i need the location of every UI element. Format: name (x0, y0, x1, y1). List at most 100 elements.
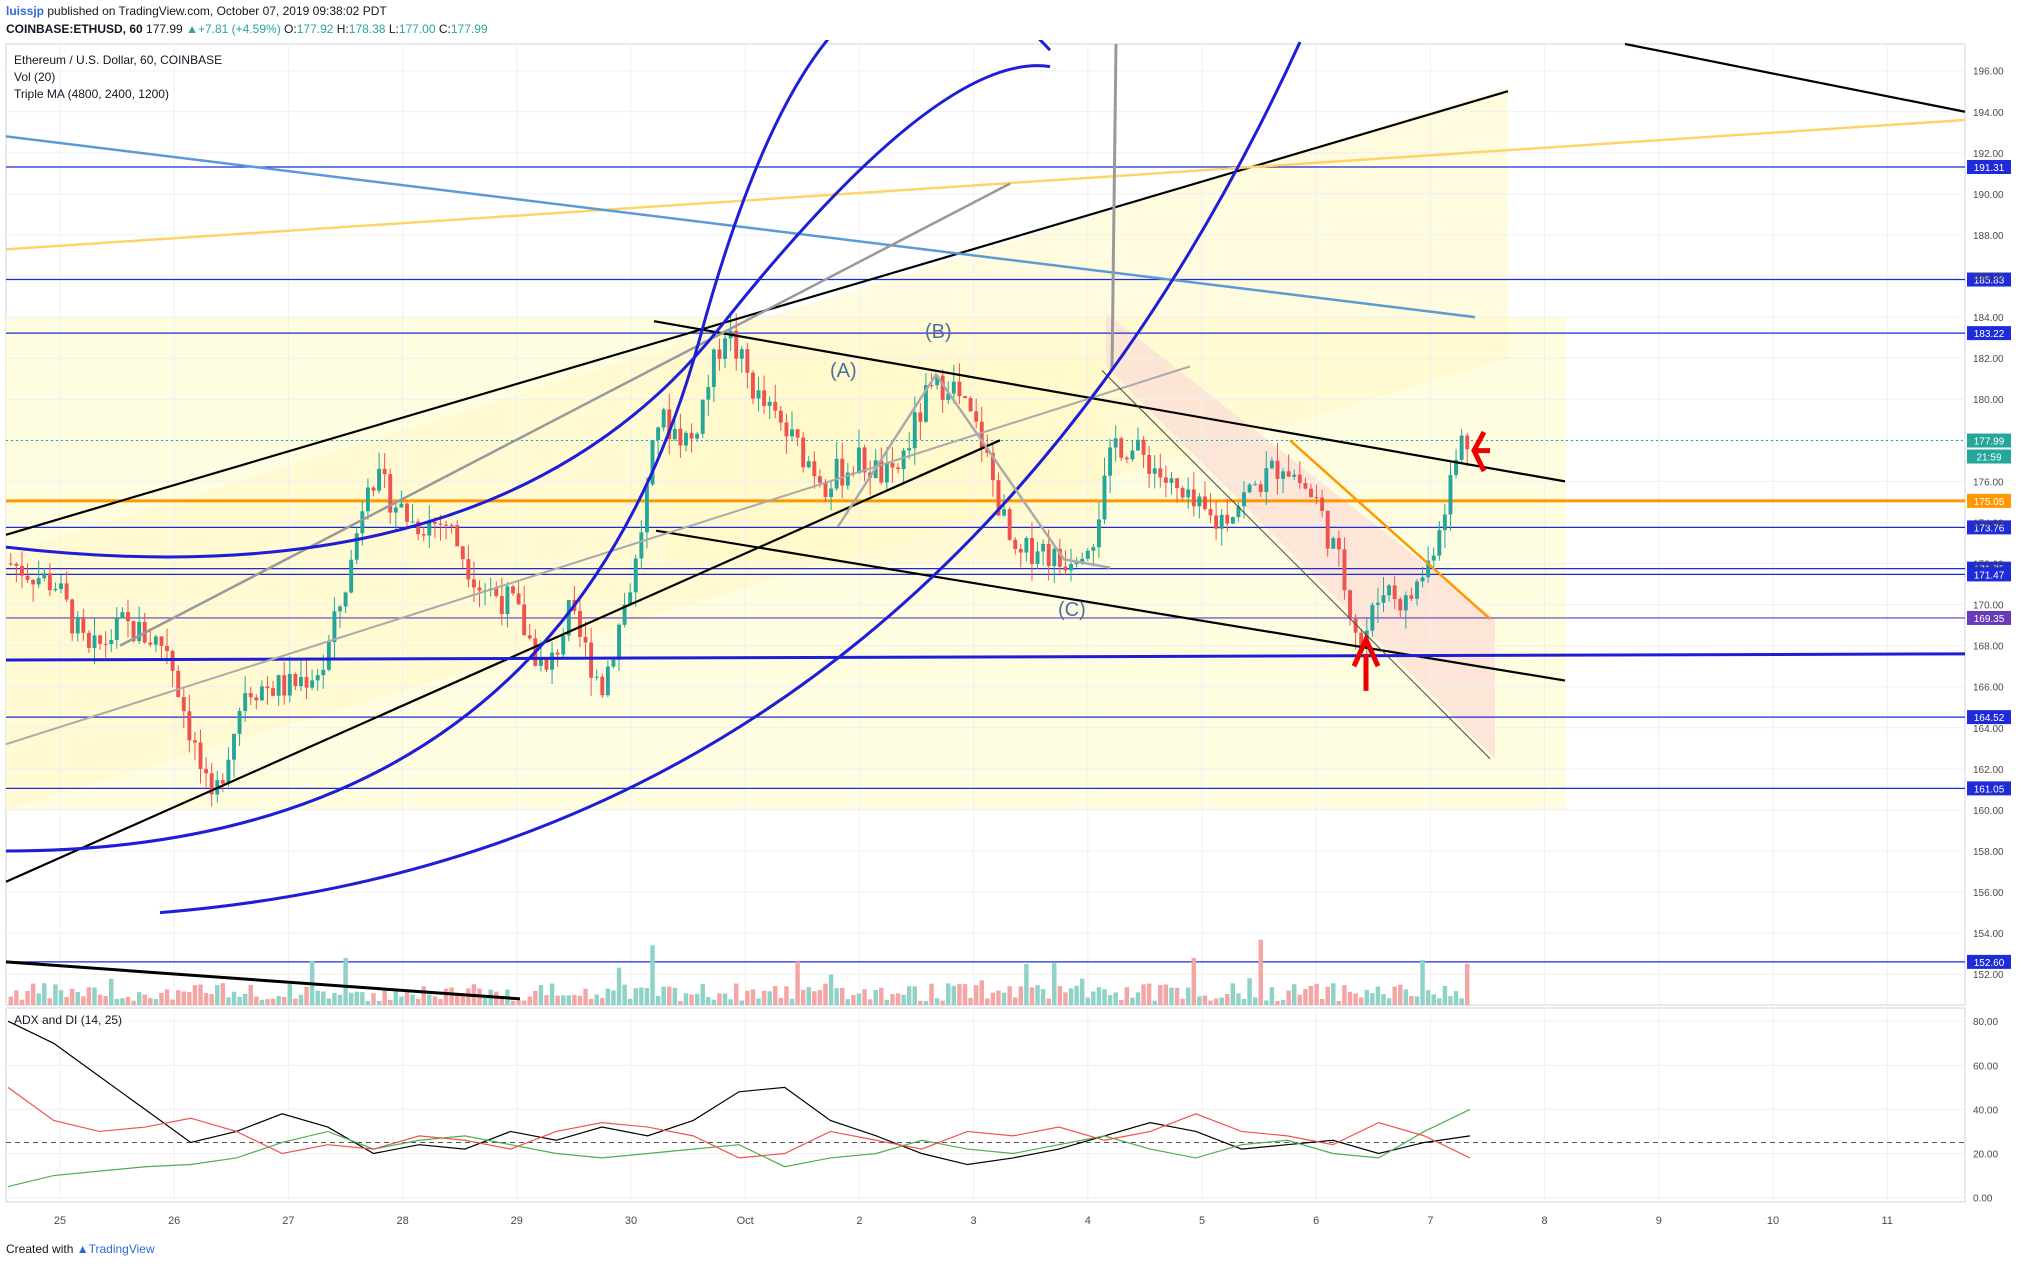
volume-bar (1096, 987, 1102, 1005)
candle-body (1197, 496, 1202, 507)
volume-bar (1280, 999, 1286, 1005)
candle-body (505, 586, 510, 615)
candle-body (795, 429, 800, 438)
time-tick: 27 (282, 1215, 294, 1227)
candle-body (1348, 590, 1352, 619)
candle-body (762, 390, 767, 406)
volume-bar (583, 988, 588, 1005)
volume-bar (192, 985, 198, 1005)
grey-fan-line (5, 365, 1191, 746)
volume-bar (1258, 939, 1263, 1005)
candle-body (829, 488, 834, 497)
parabola-left (5, 40, 1052, 853)
candle-body (192, 740, 197, 743)
volume-bar (270, 998, 276, 1005)
volume-bar (19, 999, 25, 1005)
volume-bar (215, 985, 220, 1005)
volume-bar (1074, 985, 1079, 1005)
trendline-support (5, 439, 1001, 883)
candle-body (1074, 562, 1079, 565)
candle-body (25, 575, 30, 580)
candle-body (382, 468, 387, 475)
candle-body (42, 573, 47, 579)
volume-bar (661, 986, 666, 1005)
volume-bar (611, 990, 616, 1005)
volume-bar (1169, 987, 1174, 1005)
candle-body (1331, 538, 1336, 549)
published-text: published on TradingView.com, October 07… (47, 4, 387, 18)
close-label: C: (438, 22, 451, 36)
price-tick: 154.00 (1973, 929, 2004, 940)
candle-body (137, 621, 142, 642)
volume-bar (940, 1000, 945, 1005)
volume-bar (800, 989, 806, 1005)
volume-bar (1141, 984, 1146, 1005)
candle-body (70, 599, 75, 634)
volume-bar (1046, 998, 1051, 1005)
adx-series-minusdi (7, 1086, 1471, 1159)
candle-body (153, 636, 158, 645)
candle-body (600, 676, 605, 696)
candle-body (812, 461, 817, 477)
price-tick: 174.00 (1973, 518, 2004, 529)
level-label: 164.52 (1974, 713, 2005, 724)
adx-pane[interactable] (5, 1007, 1966, 1203)
candle-body (1448, 474, 1453, 515)
candle-body (1370, 604, 1375, 631)
volume-bar (823, 983, 828, 1005)
username[interactable]: luissjp (6, 4, 45, 18)
chart-area[interactable]: 191.31185.83183.22175.05173.76171.75171.… (0, 40, 2027, 1237)
level-tag (1967, 567, 2011, 582)
candle-body (1080, 558, 1085, 563)
volume-bar (627, 998, 633, 1005)
candle-body (416, 521, 421, 535)
candle-body (148, 642, 153, 645)
candle-body (1136, 439, 1140, 451)
candle-body (896, 467, 900, 470)
volume-bar (1252, 997, 1258, 1005)
candle-body (940, 375, 945, 400)
candle-body (159, 636, 164, 646)
candle-body (1186, 489, 1191, 498)
candle-body (684, 432, 688, 446)
volume-bar (1437, 998, 1442, 1005)
candle-body (1214, 515, 1219, 529)
candle-body (86, 632, 91, 648)
candle-body (566, 600, 571, 636)
volume-bar (399, 996, 404, 1005)
candle-body (1264, 468, 1269, 492)
candle-body (187, 711, 192, 741)
candle-body (555, 652, 560, 655)
candle-body (1024, 538, 1029, 553)
level-tag (1967, 781, 2011, 796)
tradingview-link[interactable]: TradingView (88, 1242, 155, 1256)
candle-body (946, 393, 951, 400)
candle-body (1018, 549, 1023, 553)
volume-bar (97, 994, 103, 1005)
candle-body (499, 596, 504, 615)
volume-bar (1286, 990, 1291, 1005)
tradingview-logo-icon: ▲ (76, 1242, 89, 1256)
price-tick: 164.00 (1973, 724, 2004, 735)
candle-body (611, 659, 616, 667)
level-tag (1967, 272, 2011, 287)
candle-body (963, 396, 967, 399)
parabola-mid (5, 64, 1051, 559)
candle-body (1208, 509, 1213, 516)
volume-bar (1135, 992, 1141, 1005)
red-arrow-left-icon (1471, 430, 1490, 473)
price-tick: 190.00 (1973, 190, 2004, 201)
volume-bar (1308, 985, 1314, 1005)
volume-bar (1029, 987, 1035, 1005)
volume-bar (198, 984, 203, 1005)
volume-bar (510, 1000, 516, 1005)
volume-bar (1247, 978, 1252, 1005)
level-tag (1967, 610, 2011, 625)
volume-bar (360, 992, 365, 1005)
candle-body (1225, 514, 1230, 524)
volume-bar (382, 990, 387, 1005)
volume-bar (795, 961, 800, 1005)
candle-body (1325, 510, 1330, 549)
volume-bar (42, 983, 47, 1005)
countdown-tag (1967, 449, 2011, 464)
